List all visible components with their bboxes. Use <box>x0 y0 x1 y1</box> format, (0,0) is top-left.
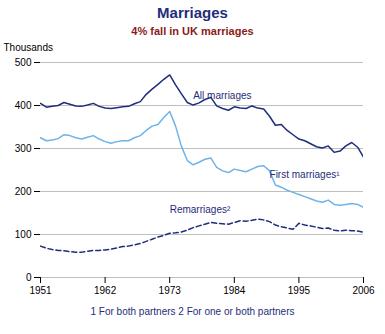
svg-text:Thousands: Thousands <box>4 42 53 53</box>
svg-text:1962: 1962 <box>94 285 117 296</box>
html-text:4% fall in UK marriages: 4% fall in UK marriages <box>131 25 254 37</box>
svg-text:1973: 1973 <box>159 285 182 296</box>
svg-text:500: 500 <box>15 57 32 68</box>
svg-text:1984: 1984 <box>223 285 246 296</box>
svg-text:100: 100 <box>15 229 32 240</box>
svg-text:1951: 1951 <box>29 285 52 296</box>
svg-text:Remarriages²: Remarriages² <box>170 204 231 215</box>
html-text:Marriages: Marriages <box>157 4 228 21</box>
svg-text:First marriages¹: First marriages¹ <box>270 169 341 180</box>
svg-text:400: 400 <box>15 100 32 111</box>
html-text:1 For both partners 2 For one: 1 For both partners 2 For one or both pa… <box>90 306 295 317</box>
svg-text:All marriages: All marriages <box>193 90 251 101</box>
svg-text:2006: 2006 <box>352 285 375 296</box>
svg-text:1995: 1995 <box>288 285 311 296</box>
svg-text:200: 200 <box>15 186 32 197</box>
svg-text:300: 300 <box>15 143 32 154</box>
svg-text:0: 0 <box>26 272 32 283</box>
